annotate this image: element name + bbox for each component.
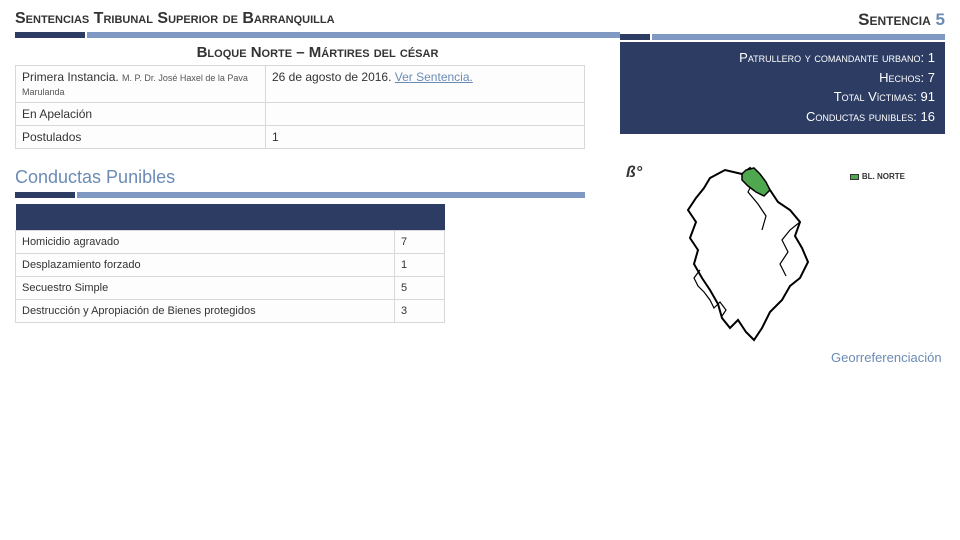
legend-swatch: [850, 174, 859, 180]
conducta-name: Desplazamiento forzado: [16, 253, 395, 276]
sentencia-number: 5: [936, 10, 945, 29]
stat-value: 7: [928, 70, 935, 85]
table-row: Desplazamiento forzado 1: [16, 253, 445, 276]
apelacion-value: [266, 103, 585, 126]
stats-box: Patrullero y comandante urbano: 1 Hechos…: [620, 42, 945, 134]
georef-link[interactable]: Georreferenciación: [831, 350, 921, 366]
table-row: En Apelación: [16, 103, 585, 126]
section-underline: [15, 192, 585, 198]
conducta-count: 1: [395, 253, 445, 276]
table-header-row: [16, 204, 445, 230]
conductas-title: Conductas Punibles: [15, 167, 620, 188]
instancia-label: Primera Instancia.: [22, 70, 119, 84]
title-underline: [15, 32, 620, 38]
conductas-table: Homicidio agravado 7 Desplazamiento forz…: [15, 204, 445, 323]
map-legend: BL. NORTE: [850, 172, 905, 181]
table-row: Primera Instancia. M. P. Dr. José Haxel …: [16, 66, 585, 103]
table-header-cell: [16, 204, 395, 230]
postulados-value: 1: [266, 126, 585, 149]
stat-value: 91: [921, 89, 935, 104]
stat-label: Hechos:: [879, 70, 924, 85]
conducta-count: 7: [395, 230, 445, 253]
stat-value: 1: [928, 50, 935, 65]
conducta-name: Homicidio agravado: [16, 230, 395, 253]
ver-sentencia-link[interactable]: Ver Sentencia.: [395, 70, 473, 84]
conducta-count: 3: [395, 299, 445, 322]
page-subtitle: Bloque Norte – Mártires del césar: [15, 44, 620, 61]
table-header-cell: [395, 204, 445, 230]
apelacion-label: En Apelación: [16, 103, 266, 126]
table-row: Postulados 1: [16, 126, 585, 149]
map-container: ß° BL. NORTE Georreferenciación: [620, 160, 945, 380]
table-row: Destrucción y Apropiación de Bienes prot…: [16, 299, 445, 322]
legend-text: BL. NORTE: [862, 172, 905, 181]
conducta-name: Secuestro Simple: [16, 276, 395, 299]
table-row: Secuestro Simple 5: [16, 276, 445, 299]
sentencia-header: Sentencia 5: [620, 10, 945, 30]
header-underline: [620, 34, 945, 40]
instancia-date: 26 de agosto de 2016.: [272, 70, 391, 84]
stat-label: Total Víctimas:: [834, 89, 917, 104]
colombia-map-icon: [650, 160, 850, 360]
stat-value: 16: [921, 109, 935, 124]
conducta-name: Destrucción y Apropiación de Bienes prot…: [16, 299, 395, 322]
stat-label: Conductas punibles:: [806, 109, 917, 124]
conducta-count: 5: [395, 276, 445, 299]
map-corner-label: ß°: [626, 164, 642, 182]
table-row: Homicidio agravado 7: [16, 230, 445, 253]
postulados-label: Postulados: [16, 126, 266, 149]
stat-label: Patrullero y comandante urbano:: [739, 50, 924, 65]
sentencia-label: Sentencia: [858, 10, 931, 29]
info-table: Primera Instancia. M. P. Dr. José Haxel …: [15, 65, 585, 149]
page-title: Sentencias Tribunal Superior de Barranqu…: [15, 10, 620, 28]
